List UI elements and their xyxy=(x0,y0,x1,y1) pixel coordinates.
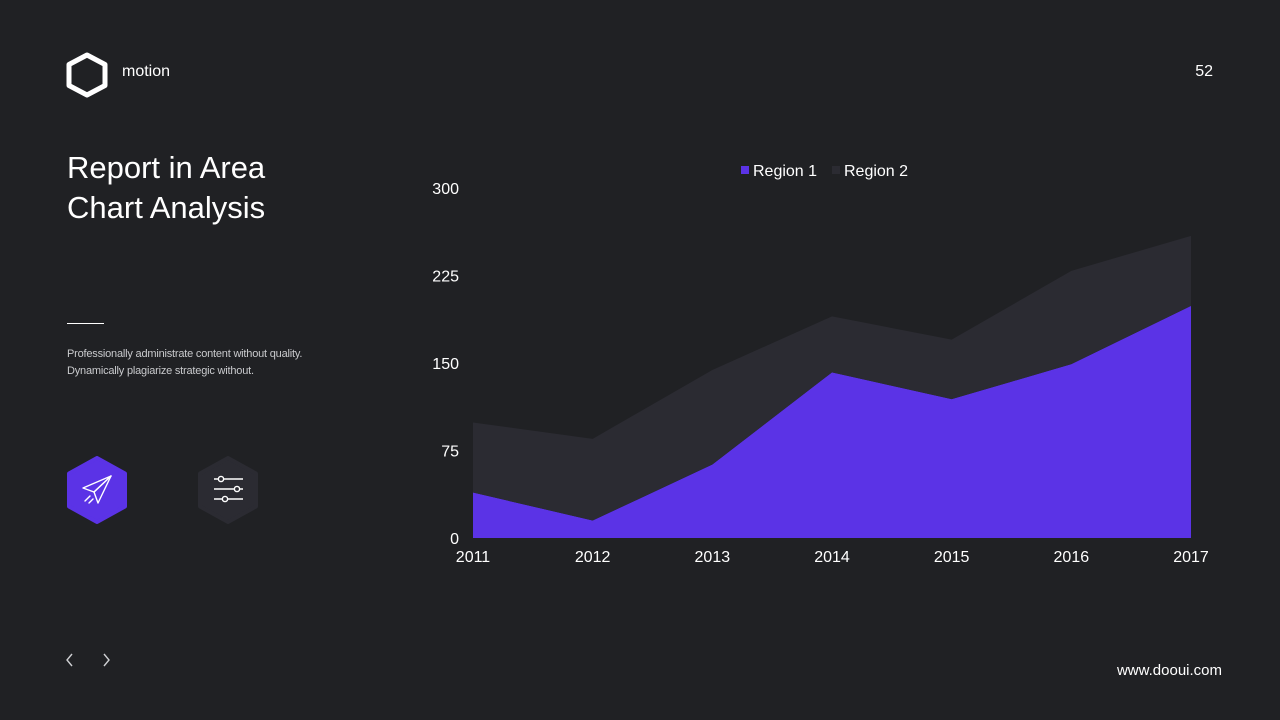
area-series-1 xyxy=(473,305,1191,538)
hexagon-logo-icon xyxy=(66,52,108,98)
page-title-line-2: Chart Analysis xyxy=(67,190,266,225)
description: Professionally administrate content with… xyxy=(67,346,367,380)
page-title-line-1: Report in Area xyxy=(67,150,266,185)
chart-legend: Region 1 Region 2 xyxy=(741,163,908,180)
page-number: 52 xyxy=(1195,63,1213,80)
settings-button[interactable] xyxy=(197,456,259,524)
legend-swatch-1 xyxy=(741,166,749,174)
y-tick-label: 75 xyxy=(441,444,459,461)
y-tick-label: 0 xyxy=(450,531,459,548)
paper-plane-icon xyxy=(67,456,127,524)
legend-label-1: Region 1 xyxy=(753,163,817,180)
x-tick-label: 2012 xyxy=(575,549,611,566)
y-tick-label: 300 xyxy=(432,181,459,198)
legend-label-2: Region 2 xyxy=(844,163,908,180)
y-tick-label: 150 xyxy=(432,356,459,373)
sliders-icon xyxy=(198,456,258,524)
area-series-2 xyxy=(473,235,1191,521)
website-link[interactable]: www.dooui.com xyxy=(1116,662,1222,679)
x-tick-label: 2014 xyxy=(814,549,850,566)
x-tick-label: 2017 xyxy=(1173,549,1209,566)
chevron-right-icon[interactable] xyxy=(98,650,114,670)
x-tick-label: 2011 xyxy=(456,549,491,566)
description-line-2: Dynamically plagiarize strategic without… xyxy=(67,365,254,377)
x-tick-label: 2015 xyxy=(934,549,970,566)
legend-swatch-2 xyxy=(832,166,840,174)
send-button[interactable] xyxy=(66,456,128,524)
x-tick-label: 2016 xyxy=(1054,549,1090,566)
chevron-left-icon[interactable] xyxy=(62,650,78,670)
page-title: Report in Area Chart Analysis xyxy=(67,148,265,228)
x-tick-label: 2013 xyxy=(695,549,731,566)
divider xyxy=(67,323,104,324)
description-line-1: Professionally administrate content with… xyxy=(67,348,303,360)
brand-name: motion xyxy=(122,63,171,80)
y-tick-label: 225 xyxy=(432,269,459,286)
